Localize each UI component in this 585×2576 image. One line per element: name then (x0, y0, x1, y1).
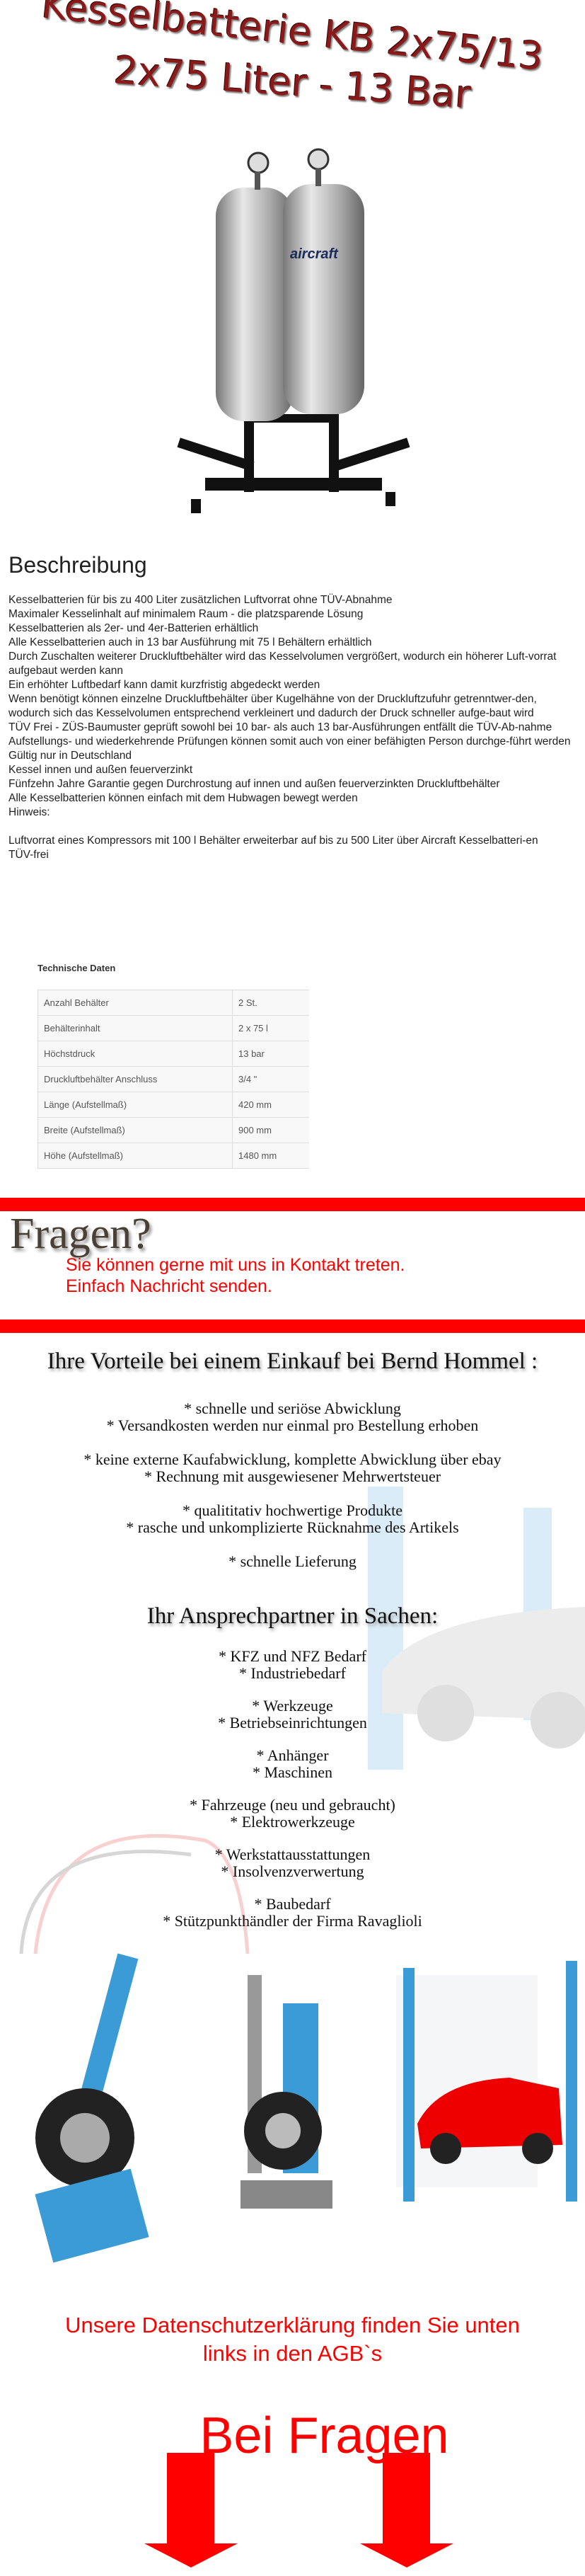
partner-item: * Baubedarf (254, 1895, 331, 1913)
workshop-equipment-images (35, 1953, 577, 2263)
tech-data-value: 420 mm (232, 1092, 309, 1118)
partner-item: * KFZ und NFZ Bedarf (219, 1647, 366, 1665)
tech-data-row: Höhe (Aufstellmaß) 1480 mm (37, 1143, 309, 1169)
description-line: Kessel innen und außen feuerverzinkt (8, 764, 193, 776)
privacy-notice: Unsere Datenschutzerklärung finden Sie u… (0, 2311, 585, 2368)
description-line: Kesselbatterien für bis zu 400 Liter zus… (8, 594, 393, 606)
contact-line1: Sie können gerne mit uns in Kontakt tret… (66, 1255, 405, 1275)
fragen-heading: Fragen? (10, 1210, 151, 1258)
arrow-down-icon (144, 2453, 238, 2568)
privacy-line2: links in den AGB`s (202, 2341, 383, 2366)
partner-item: * Insolvenzverwertung (221, 1862, 364, 1880)
vorteile-heading: Ihre Vorteile bei einem Einkauf bei Bern… (47, 1349, 538, 1374)
battery-analyzer-background-image (19, 1833, 250, 1954)
arrows (144, 2453, 453, 2568)
partner-item: * Anhänger (256, 1746, 329, 1764)
description-line (8, 820, 578, 834)
tech-data-key: Höhe (Aufstellmaß) (37, 1143, 233, 1169)
description-text: Kesselbatterien für bis zu 400 Liter zus… (8, 593, 578, 862)
partner-item: * Stützpunkthändler der Firma Ravaglioli (163, 1912, 422, 1930)
tech-data-value: 2 x 75 l (232, 1015, 309, 1041)
vorteile-item: * schnelle Lieferung (228, 1552, 357, 1570)
description-line: Fünfzehn Jahre Garantie gegen Durchrostu… (8, 778, 500, 790)
tech-data-value: 900 mm (232, 1117, 309, 1143)
vorteile-item: * schnelle und seriöse Abwicklung (184, 1399, 401, 1417)
product-image: aircraft (177, 148, 410, 513)
partner-list: * KFZ und NFZ Bedarf * Industriebedarf *… (0, 1648, 585, 1930)
description-line: Durch Zuschalten weiterer Druckluftbehäl… (8, 651, 557, 677)
description-line: Alle Kesselbatterien können einfach mit … (8, 792, 358, 804)
tech-data-heading: Technische Daten (37, 963, 116, 973)
description-line: Kesselbatterien als 2er- und 4er-Batteri… (8, 622, 259, 634)
tech-data-row: Länge (Aufstellmaß) 420 mm (37, 1092, 309, 1118)
description-line: Wenn benötigt können einzelne Druckluftb… (8, 693, 537, 719)
vorteile-list: * schnelle und seriöse Abwicklung * Vers… (0, 1400, 585, 1570)
tech-data-value: 3/4 " (232, 1066, 309, 1092)
partner-item: * Fahrzeuge (neu und gebraucht) (190, 1796, 395, 1814)
vorteile-item: * Versandkosten werden nur einmal pro Be… (106, 1416, 479, 1434)
vorteile-item: * rasche und unkomplizierte Rücknahme de… (126, 1518, 459, 1536)
vorteile-item: * qualititativ hochwertige Produkte (183, 1501, 402, 1519)
vorteile-item: * Rechnung mit ausgewiesener Mehrwertste… (144, 1467, 441, 1485)
car-lift-background-image (368, 1487, 585, 1770)
description-line: Luftvorrat eines Kompressors mit 100 l B… (8, 835, 538, 847)
tech-data-row: Druckluftbehälter Anschluss 3/4 " (37, 1066, 309, 1092)
tech-data-row: Behälterinhalt 2 x 75 l (37, 1015, 309, 1041)
tech-data-row: Breite (Aufstellmaß) 900 mm (37, 1117, 309, 1143)
tech-data-row: Anzahl Behälter 2 St. (37, 990, 309, 1016)
tech-data-table: Anzahl Behälter 2 St. Behälterinhalt 2 x 75… (37, 990, 309, 1169)
partner-heading: Ihr Ansprechpartner in Sachen: (146, 1603, 439, 1629)
description-heading: Beschreibung (8, 552, 147, 578)
partner-item: * Betriebseinrichtungen (218, 1714, 367, 1731)
vorteile-item: * keine externe Kaufabwicklung, komplett… (83, 1450, 502, 1468)
description-line: Ein erhöhter Luftbedarf kann damit kurzf… (8, 679, 320, 691)
divider-bar (0, 1320, 585, 1333)
divider-bar (0, 1198, 585, 1211)
description-line: Hinweis: (8, 806, 50, 818)
description-line: Gültig nur in Deutschland (8, 750, 132, 762)
contact-line2: Einfach Nachricht senden. (66, 1276, 272, 1296)
partner-item: * Werkzeuge (252, 1697, 333, 1715)
tech-data-key: Anzahl Behälter (37, 990, 233, 1016)
description-line: Alle Kesselbatterien auch in 13 bar Ausf… (8, 636, 372, 648)
description-line: TÜV Frei - ZÜS-Baumuster geprüft sowohl … (8, 721, 552, 733)
partner-item: * Elektrowerkzeuge (230, 1813, 355, 1831)
tech-data-key: Behälterinhalt (37, 1015, 233, 1041)
description-line: Maximaler Kesselinhalt auf minimalem Rau… (8, 608, 364, 620)
tech-data-value: 13 bar (232, 1041, 309, 1067)
partner-item: * Maschinen (252, 1763, 333, 1781)
tire-changer-image (35, 1953, 149, 2263)
tech-data-key: Druckluftbehälter Anschluss (37, 1066, 233, 1092)
privacy-line1: Unsere Datenschutzerklärung finden Sie u… (65, 2313, 520, 2337)
description-line: TÜV-frei (8, 849, 49, 861)
car-lift-image (396, 1961, 577, 2202)
partner-item: * Industriebedarf (239, 1664, 346, 1682)
tech-data-key: Breite (Aufstellmaß) (37, 1117, 233, 1143)
partner-item: * Werkstattausstattungen (214, 1845, 371, 1863)
tech-data-key: Länge (Aufstellmaß) (37, 1092, 233, 1118)
tech-data-value: 2 St. (232, 990, 309, 1016)
tech-data-key: Höchstdruck (37, 1041, 233, 1067)
tech-data-row: Höchstdruck 13 bar (37, 1041, 309, 1067)
tech-data-value: 1480 mm (232, 1143, 309, 1169)
contact-text: Sie können gerne mit uns in Kontakt tret… (66, 1254, 405, 1297)
aircraft-logo: aircraft (290, 246, 339, 262)
wheel-balancer-image (241, 1975, 332, 2209)
description-line: Aufstellungs- und wiederkehrende Prüfung… (8, 735, 571, 748)
arrow-down-icon (360, 2453, 453, 2568)
